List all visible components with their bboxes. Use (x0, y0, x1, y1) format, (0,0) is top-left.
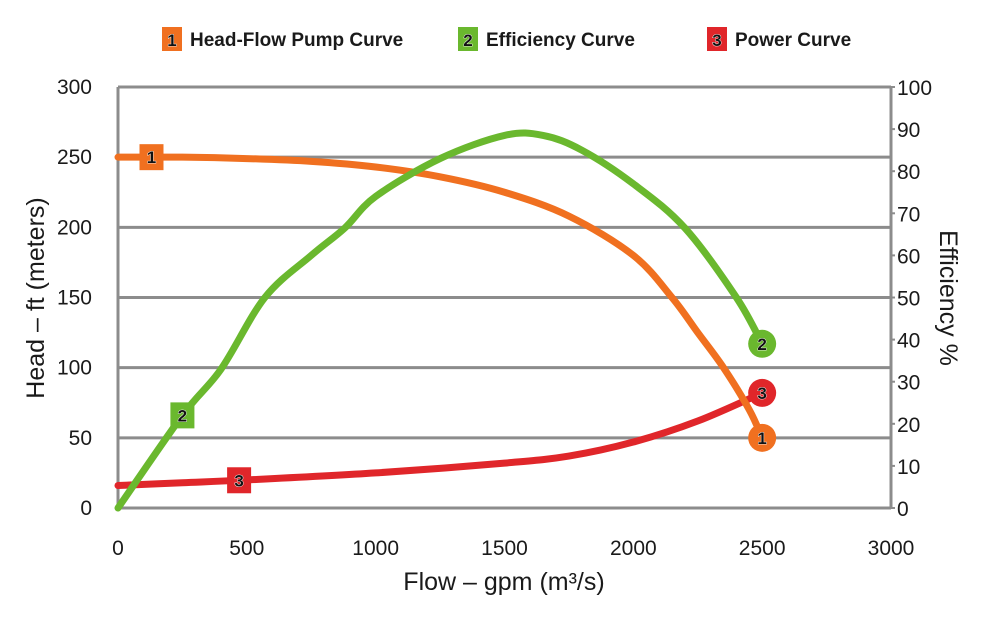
gridlines (118, 85, 891, 510)
badge-square-1 (139, 144, 164, 171)
badge-label: 2 (757, 335, 766, 354)
y-tick-label: 200 (57, 216, 92, 239)
y2-tick-label: 100 (897, 77, 932, 100)
badge-label: 1 (757, 429, 766, 448)
y-axis-title: Head – ft (meters) (22, 197, 50, 398)
efficiency-line (114, 129, 766, 512)
legend-badge-label: 2 (463, 31, 472, 50)
x-tick-label: 1000 (352, 537, 399, 560)
y2-axis-title: Efficiency % (934, 230, 962, 366)
y-tick-label: 100 (57, 357, 92, 380)
x-tick-label: 0 (112, 537, 124, 560)
badge-circle-2 (748, 329, 777, 358)
y-tick-label: 250 (57, 146, 92, 169)
badge-label: 3 (234, 471, 243, 490)
legend-swatch-3 (707, 27, 727, 51)
legend-entry: Head-Flow Pump Curve (190, 30, 403, 51)
x-tick-label: 1500 (481, 537, 528, 560)
x-tick-label: 2000 (610, 537, 657, 560)
y-tick-label: 150 (57, 287, 92, 310)
x-tick-label: 2500 (739, 537, 786, 560)
power-line (114, 389, 766, 490)
legend-badge-label: 1 (167, 31, 176, 50)
head-flow-line (114, 153, 766, 442)
y2-tick-label: 40 (897, 330, 920, 353)
y2-tick-label: 80 (897, 161, 920, 184)
series-lines (114, 129, 766, 512)
x-tick-label: 500 (229, 537, 264, 560)
axes: 0501001502002503000102030405060708090100… (57, 76, 932, 560)
y2-tick-label: 20 (897, 414, 920, 437)
badge-circle-3 (748, 378, 777, 407)
badge-label: 3 (757, 384, 766, 403)
y2-tick-label: 90 (897, 119, 920, 142)
y2-tick-label: 10 (897, 456, 920, 479)
y2-tick-label: 70 (897, 203, 920, 226)
y2-tick-label: 30 (897, 372, 920, 395)
y2-tick-label: 0 (897, 498, 909, 521)
legend-swatch-1 (162, 27, 182, 51)
legend-entry: Power Curve (735, 30, 851, 51)
y2-tick-label: 60 (897, 245, 920, 268)
badge-circle-1 (748, 423, 777, 452)
y-tick-label: 0 (80, 497, 92, 520)
series-badges: 1 1 2 2 3 3 (139, 144, 777, 494)
legend-badge-label: 3 (712, 31, 721, 50)
y2-tick-label: 50 (897, 288, 920, 311)
x-axis-title: Flow – gpm (m³/s) (403, 568, 604, 596)
legend-swatch-2 (458, 27, 478, 51)
y-tick-label: 300 (57, 76, 92, 99)
y-tick-label: 50 (69, 427, 92, 450)
badge-square-2 (170, 402, 195, 429)
legend-entry: Efficiency Curve (486, 30, 635, 51)
x-tick-label: 3000 (868, 537, 915, 560)
badge-square-3 (227, 467, 252, 494)
badge-label: 1 (147, 148, 156, 167)
legend: 1 Head-Flow Pump Curve 2 Efficiency Curve 3 P… (162, 27, 851, 51)
badge-label: 2 (178, 406, 187, 425)
